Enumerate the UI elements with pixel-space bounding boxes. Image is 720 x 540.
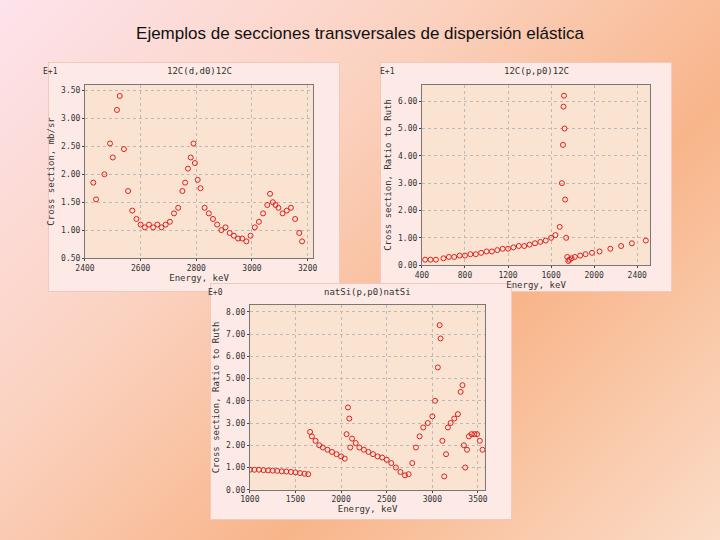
svg-text:1.50: 1.50 — [61, 198, 80, 207]
svg-text:3.00: 3.00 — [61, 114, 80, 123]
svg-text:12C(d,d0)12C: 12C(d,d0)12C — [167, 66, 232, 76]
svg-text:Energy, keV: Energy, keV — [506, 280, 566, 290]
svg-text:Energy, keV: Energy, keV — [338, 504, 398, 514]
svg-text:3500: 3500 — [468, 495, 487, 504]
svg-text:2400: 2400 — [628, 271, 647, 280]
svg-text:800: 800 — [458, 271, 473, 280]
svg-text:2800: 2800 — [187, 264, 206, 273]
svg-text:2500: 2500 — [377, 495, 396, 504]
svg-text:3.50: 3.50 — [61, 86, 80, 95]
svg-text:5.00: 5.00 — [398, 124, 417, 133]
svg-text:E+1: E+1 — [380, 67, 395, 76]
svg-text:1.00: 1.00 — [226, 463, 245, 472]
svg-text:Cross section, Ratio to Ruth: Cross section, Ratio to Ruth — [211, 322, 221, 474]
svg-text:8.00: 8.00 — [226, 308, 245, 317]
svg-text:1000: 1000 — [240, 495, 259, 504]
svg-text:400: 400 — [415, 271, 430, 280]
svg-text:3.00: 3.00 — [226, 419, 245, 428]
svg-text:6.00: 6.00 — [398, 97, 417, 106]
svg-text:natSi(p,p0)natSi: natSi(p,p0)natSi — [324, 287, 411, 297]
svg-text:0.50: 0.50 — [61, 254, 80, 263]
svg-text:2.00: 2.00 — [61, 170, 80, 179]
svg-text:E+1: E+1 — [43, 67, 58, 76]
svg-text:Energy, keV: Energy, keV — [169, 273, 229, 283]
svg-text:2400: 2400 — [75, 264, 94, 273]
html-text:Ejemplos de secciones transver: Ejemplos de secciones transversales de d… — [136, 24, 584, 43]
svg-text:5.00: 5.00 — [226, 374, 245, 383]
svg-text:2.00: 2.00 — [226, 441, 245, 450]
svg-text:1200: 1200 — [498, 271, 517, 280]
svg-text:3200: 3200 — [298, 264, 317, 273]
svg-text:1500: 1500 — [286, 495, 305, 504]
svg-text:0.00: 0.00 — [398, 261, 417, 270]
svg-text:4.00: 4.00 — [398, 152, 417, 161]
svg-text:1.00: 1.00 — [61, 226, 80, 235]
svg-text:Cross section, Ratio to Ruth: Cross section, Ratio to Ruth — [383, 99, 393, 251]
svg-text:4.00: 4.00 — [226, 397, 245, 406]
svg-text:2.00: 2.00 — [398, 206, 417, 215]
svg-text:1600: 1600 — [541, 271, 560, 280]
svg-text:3.00: 3.00 — [398, 179, 417, 188]
svg-text:7.00: 7.00 — [226, 330, 245, 339]
svg-text:6.00: 6.00 — [226, 352, 245, 361]
svg-text:0.00: 0.00 — [226, 486, 245, 495]
svg-text:E+0: E+0 — [208, 288, 223, 297]
svg-text:1.00: 1.00 — [398, 234, 417, 243]
svg-text:3000: 3000 — [242, 264, 261, 273]
svg-text:2000: 2000 — [585, 271, 604, 280]
svg-text:2.50: 2.50 — [61, 142, 80, 151]
svg-text:12C(p,p0)12C: 12C(p,p0)12C — [504, 66, 569, 76]
svg-text:2600: 2600 — [131, 264, 150, 273]
svg-text:2000: 2000 — [331, 495, 350, 504]
svg-text:3000: 3000 — [423, 495, 442, 504]
svg-text:Cross section, mb/sr: Cross section, mb/sr — [46, 117, 56, 226]
